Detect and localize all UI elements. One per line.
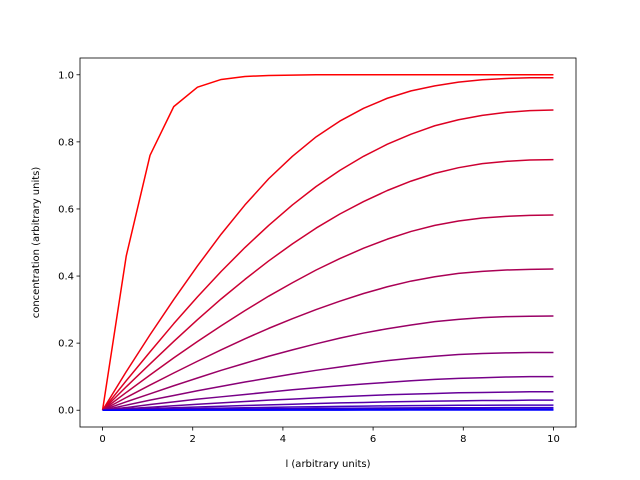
series-layer — [101, 74, 554, 411]
series-line-10 — [102, 391, 554, 411]
series-line-5 — [102, 214, 554, 411]
y-tick-label: 0.2 — [58, 339, 74, 350]
series-line-1 — [101, 74, 554, 411]
series-line-9 — [102, 375, 554, 411]
x-axis-ticks: 0 2 4 6 8 10 — [99, 427, 560, 445]
series-line-8 — [102, 351, 554, 411]
x-axis-label: l (arbitrary units) — [285, 459, 370, 470]
y-tick-label: 0.6 — [58, 204, 74, 215]
y-tick-label: 0.0 — [58, 406, 74, 417]
x-tick-label: 4 — [280, 434, 286, 445]
x-tick-label: 0 — [99, 434, 105, 445]
series-line-6 — [102, 268, 554, 411]
series-line-4 — [102, 158, 554, 411]
series-line-3 — [101, 109, 554, 411]
y-axis-label: concentration (arbitrary units) — [31, 167, 42, 319]
x-tick-label: 8 — [460, 434, 466, 445]
y-axis-ticks: 0.0 0.2 0.4 0.6 0.8 1.0 — [58, 70, 80, 417]
x-tick-label: 2 — [190, 434, 196, 445]
series-line-2 — [101, 77, 554, 411]
y-tick-label: 1.0 — [58, 70, 74, 81]
series-line-7 — [102, 315, 554, 411]
y-tick-label: 0.8 — [58, 137, 74, 148]
x-tick-label: 10 — [547, 434, 560, 445]
y-tick-label: 0.4 — [58, 272, 74, 283]
series-line-11 — [102, 399, 554, 411]
x-tick-label: 6 — [370, 434, 376, 445]
plot-frame — [79, 57, 577, 428]
